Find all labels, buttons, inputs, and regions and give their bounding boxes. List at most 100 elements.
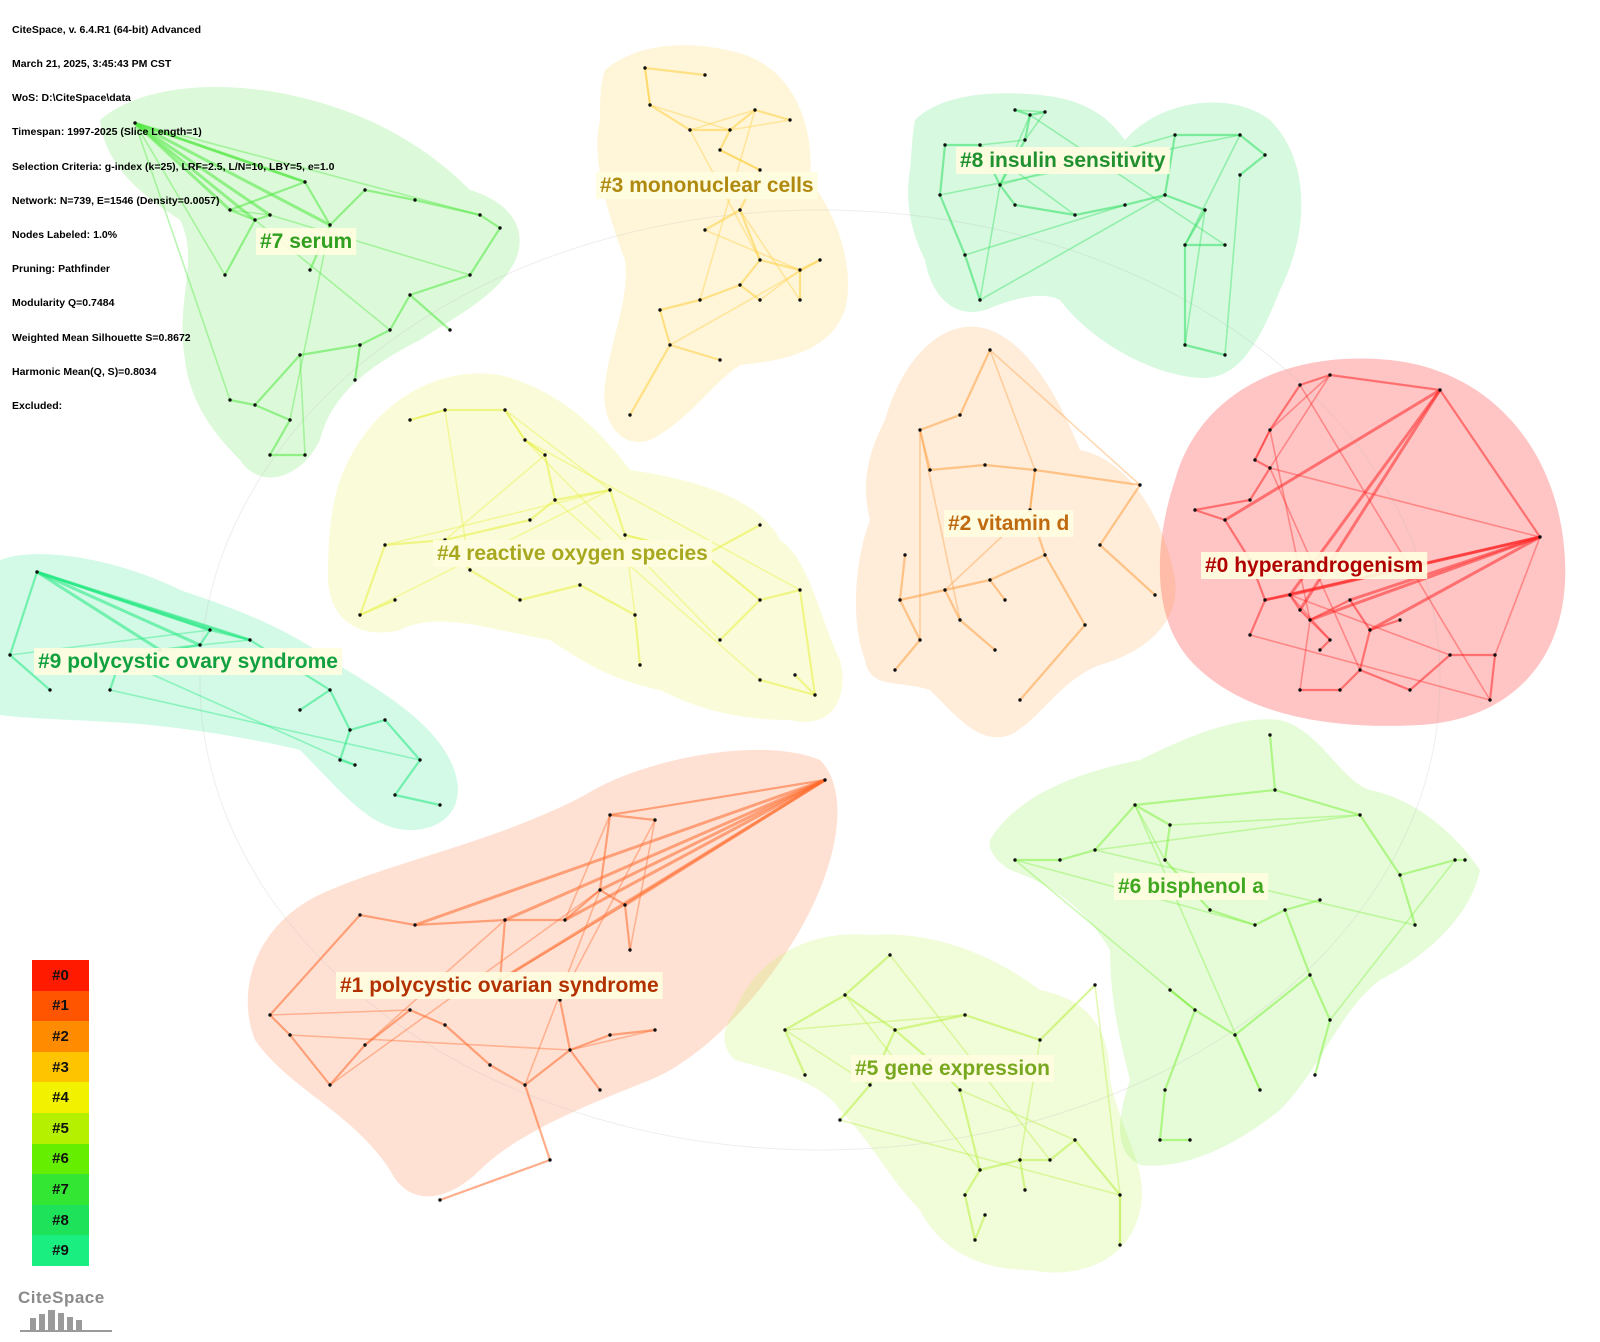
- network-node[interactable]: [1163, 193, 1167, 197]
- network-node[interactable]: [758, 298, 762, 302]
- network-node[interactable]: [958, 1088, 962, 1092]
- network-node[interactable]: [728, 128, 732, 132]
- network-node[interactable]: [468, 568, 472, 572]
- network-node[interactable]: [523, 438, 527, 442]
- network-node[interactable]: [698, 298, 702, 302]
- network-node[interactable]: [1238, 173, 1242, 177]
- network-node[interactable]: [443, 1023, 447, 1027]
- network-node[interactable]: [388, 328, 392, 332]
- network-node[interactable]: [653, 818, 657, 822]
- network-node[interactable]: [1048, 1158, 1052, 1162]
- network-node[interactable]: [48, 688, 52, 692]
- network-node[interactable]: [1173, 133, 1177, 137]
- network-node[interactable]: [803, 1073, 807, 1077]
- network-node[interactable]: [1058, 858, 1062, 862]
- network-node[interactable]: [978, 298, 982, 302]
- network-node[interactable]: [408, 1008, 412, 1012]
- network-node[interactable]: [688, 128, 692, 132]
- network-node[interactable]: [1193, 508, 1197, 512]
- network-node[interactable]: [558, 998, 562, 1002]
- network-node[interactable]: [363, 188, 367, 192]
- network-node[interactable]: [1318, 898, 1322, 902]
- network-node[interactable]: [208, 628, 212, 632]
- network-node[interactable]: [363, 1043, 367, 1047]
- network-node[interactable]: [253, 218, 257, 222]
- network-node[interactable]: [1258, 1088, 1262, 1092]
- network-node[interactable]: [528, 518, 532, 522]
- network-node[interactable]: [798, 588, 802, 592]
- network-node[interactable]: [1073, 1138, 1077, 1142]
- network-node[interactable]: [1013, 108, 1017, 112]
- network-node[interactable]: [1233, 1033, 1237, 1037]
- network-node[interactable]: [1043, 110, 1047, 114]
- network-node[interactable]: [1413, 923, 1417, 927]
- network-node[interactable]: [288, 1033, 292, 1037]
- network-node[interactable]: [718, 358, 722, 362]
- network-node[interactable]: [1358, 668, 1362, 672]
- network-node[interactable]: [338, 758, 342, 762]
- network-node[interactable]: [758, 168, 762, 172]
- network-node[interactable]: [1093, 983, 1097, 987]
- network-node[interactable]: [918, 638, 922, 642]
- network-node[interactable]: [813, 693, 817, 697]
- network-node[interactable]: [548, 1158, 552, 1162]
- network-node[interactable]: [1398, 618, 1402, 622]
- network-node[interactable]: [1328, 638, 1332, 642]
- network-node[interactable]: [1223, 243, 1227, 247]
- network-node[interactable]: [1038, 1038, 1042, 1042]
- network-node[interactable]: [1453, 858, 1457, 862]
- network-node[interactable]: [623, 533, 627, 537]
- network-node[interactable]: [393, 793, 397, 797]
- network-node[interactable]: [1273, 788, 1277, 792]
- network-node[interactable]: [418, 758, 422, 762]
- network-node[interactable]: [718, 638, 722, 642]
- network-node[interactable]: [408, 418, 412, 422]
- network-node[interactable]: [223, 273, 227, 277]
- network-node[interactable]: [1018, 698, 1022, 702]
- network-node[interactable]: [643, 66, 647, 70]
- network-node[interactable]: [983, 1213, 987, 1217]
- network-node[interactable]: [1163, 1088, 1167, 1092]
- network-node[interactable]: [658, 308, 662, 312]
- network-node[interactable]: [608, 1033, 612, 1037]
- network-node[interactable]: [798, 298, 802, 302]
- network-node[interactable]: [298, 353, 302, 357]
- network-node[interactable]: [1328, 373, 1332, 377]
- network-node[interactable]: [438, 803, 442, 807]
- network-node[interactable]: [303, 180, 307, 184]
- network-node[interactable]: [1338, 688, 1342, 692]
- network-node[interactable]: [798, 268, 802, 272]
- network-node[interactable]: [478, 213, 482, 217]
- network-node[interactable]: [568, 1048, 572, 1052]
- network-node[interactable]: [413, 198, 417, 202]
- network-node[interactable]: [988, 348, 992, 352]
- network-node[interactable]: [598, 888, 602, 892]
- network-node[interactable]: [938, 193, 942, 197]
- network-node[interactable]: [943, 588, 947, 592]
- network-node[interactable]: [928, 468, 932, 472]
- network-node[interactable]: [353, 763, 357, 767]
- network-node[interactable]: [448, 328, 452, 332]
- network-node[interactable]: [1183, 343, 1187, 347]
- network-node[interactable]: [608, 488, 612, 492]
- network-node[interactable]: [1263, 598, 1267, 602]
- network-node[interactable]: [468, 273, 472, 277]
- network-node[interactable]: [1223, 353, 1227, 357]
- network-node[interactable]: [1093, 848, 1097, 852]
- network-node[interactable]: [198, 643, 202, 647]
- cluster-label-8[interactable]: #8 insulin sensitivity: [960, 149, 1166, 172]
- network-node[interactable]: [253, 403, 257, 407]
- network-node[interactable]: [758, 523, 762, 527]
- network-node[interactable]: [443, 408, 447, 412]
- network-node[interactable]: [1168, 823, 1172, 827]
- network-node[interactable]: [1118, 1193, 1122, 1197]
- network-node[interactable]: [1298, 608, 1302, 612]
- network-node[interactable]: [1313, 1073, 1317, 1077]
- network-node[interactable]: [1118, 1243, 1122, 1247]
- network-node[interactable]: [718, 148, 722, 152]
- network-node[interactable]: [623, 903, 627, 907]
- network-node[interactable]: [893, 668, 897, 672]
- network-node[interactable]: [108, 688, 112, 692]
- network-node[interactable]: [988, 578, 992, 582]
- network-node[interactable]: [1013, 858, 1017, 862]
